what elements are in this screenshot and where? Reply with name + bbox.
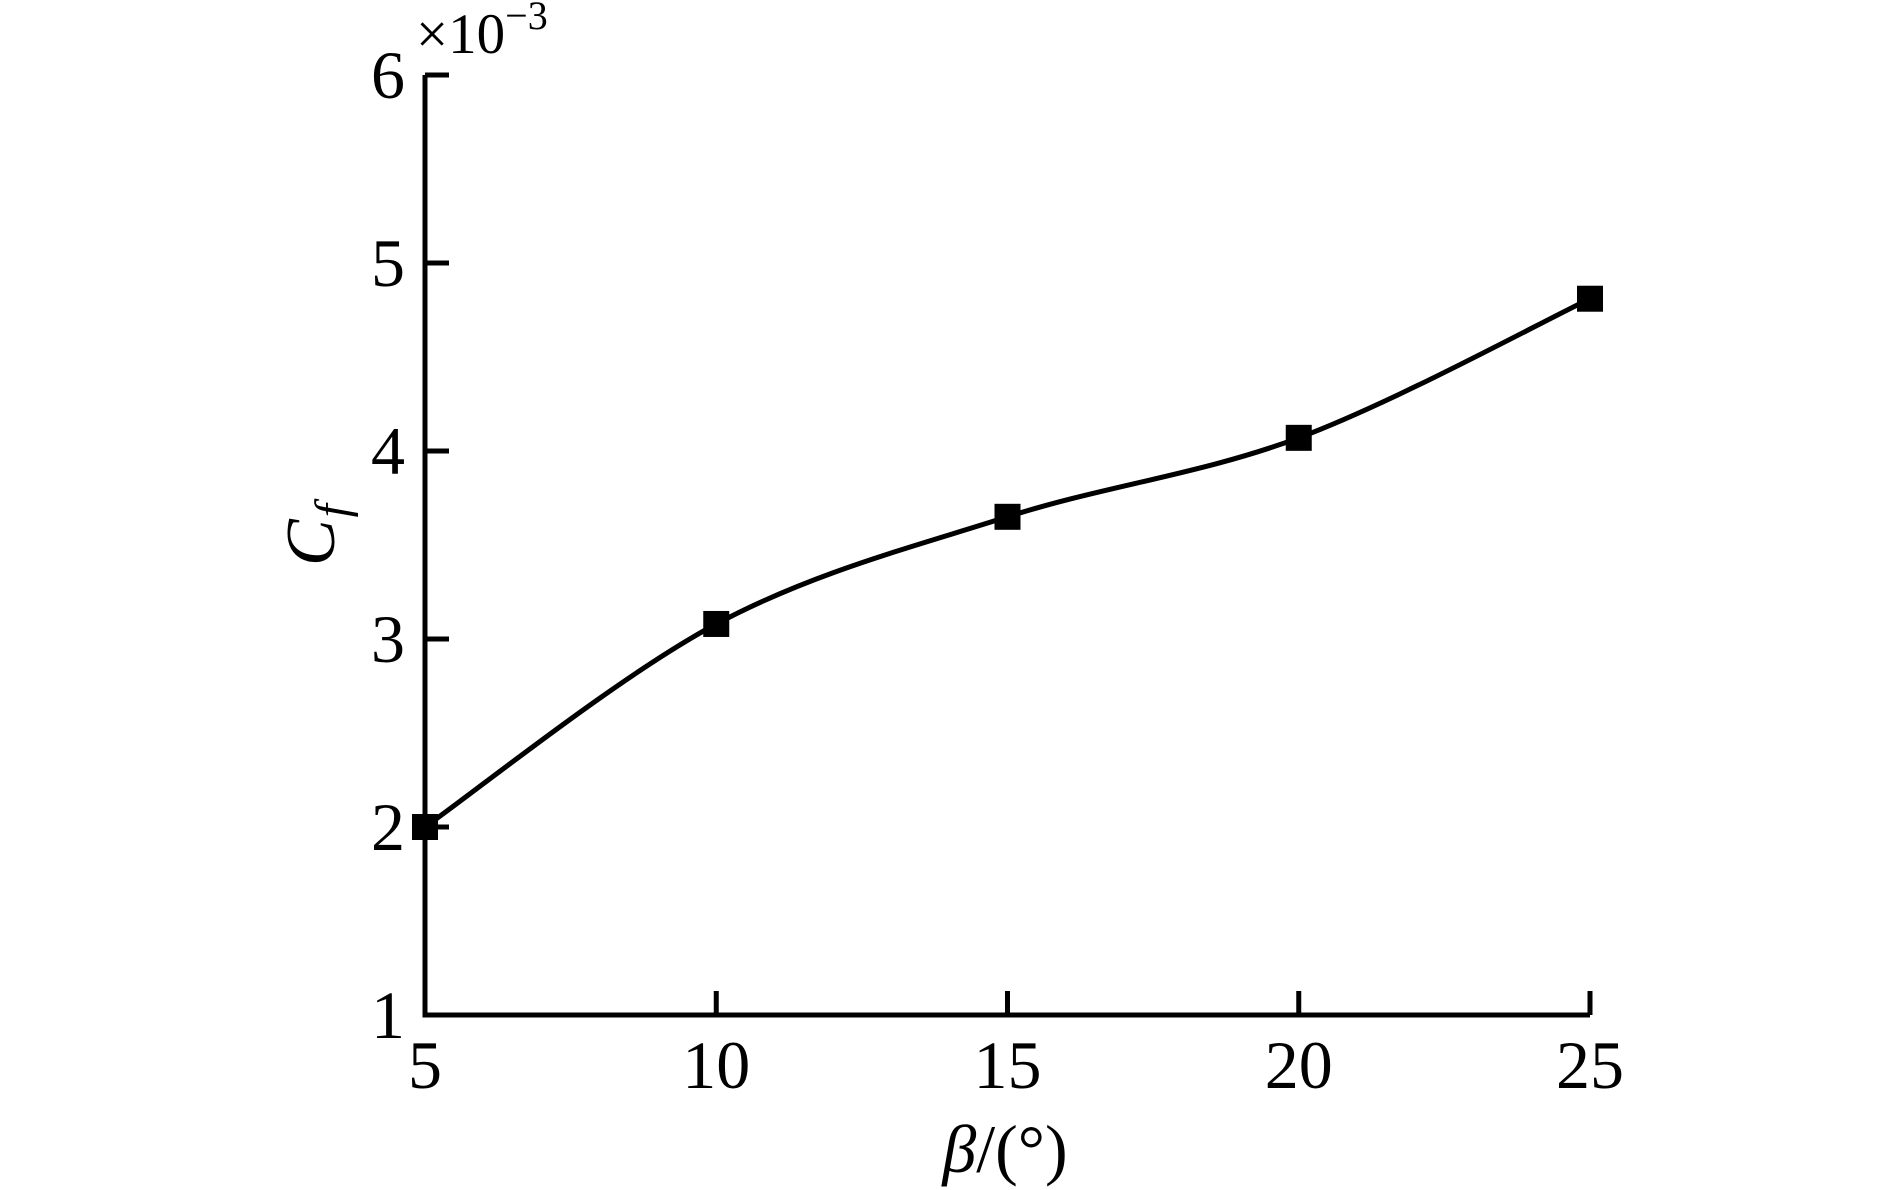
data-point-marker: [1577, 285, 1603, 312]
offset-base: ×10: [416, 3, 506, 66]
x-tick-label: 5: [408, 1027, 442, 1103]
y-tick-label: 3: [371, 601, 405, 677]
x-axis-label-units: /(°): [976, 1111, 1068, 1187]
y-axis-label-subscript: f: [306, 503, 359, 518]
x-axis-label: β/(°): [942, 1112, 1067, 1187]
data-point-marker: [412, 814, 438, 840]
x-tick-label: 25: [1556, 1027, 1624, 1103]
x-tick-label: 15: [974, 1027, 1042, 1103]
data-series-curve: [423, 296, 1592, 830]
y-axis-offset-label: ×10−3: [416, 0, 548, 66]
y-tick-label: 5: [371, 225, 405, 301]
x-axis-label-symbol: β: [942, 1111, 977, 1187]
y-axis-label: Cf: [273, 504, 359, 566]
y-tick-label: 4: [371, 413, 405, 489]
y-tick-label: 6: [371, 37, 405, 113]
y-axis-label-symbol: C: [273, 519, 350, 567]
data-point-marker: [703, 610, 730, 637]
y-tick-label: 1: [371, 977, 405, 1053]
data-point-marker: [994, 503, 1021, 530]
data-point-marker: [1285, 424, 1312, 451]
x-tick-label: 10: [682, 1027, 750, 1103]
x-tick-label: 20: [1265, 1027, 1333, 1103]
offset-exponent: −3: [505, 0, 548, 38]
y-tick-label: 2: [371, 789, 405, 865]
